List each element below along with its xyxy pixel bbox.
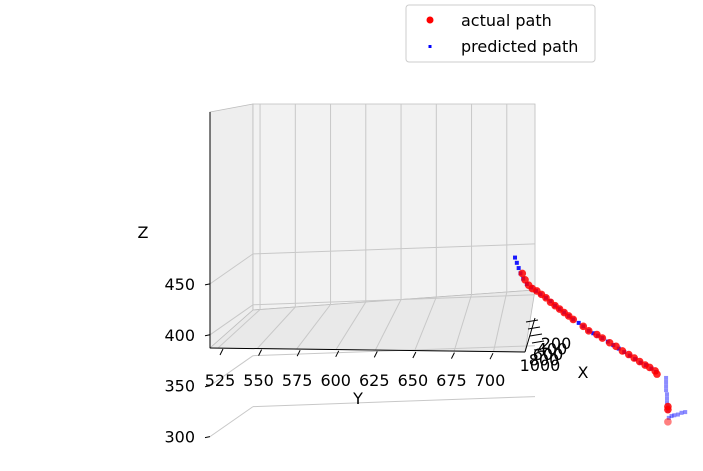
y-tick-label-625: 625 <box>359 371 390 390</box>
actual-point <box>518 269 527 278</box>
z-tick-label-400: 400 <box>164 326 195 345</box>
actual-point <box>664 418 672 426</box>
actual-point <box>653 370 661 378</box>
predicted-point <box>591 331 596 336</box>
y-tick-675 <box>450 352 455 359</box>
y-tick-label-550: 550 <box>243 371 274 390</box>
z-tick-label-350: 350 <box>164 377 195 396</box>
gridline-z-left-300 <box>209 406 254 438</box>
x-tick-label-800: 800 <box>529 351 560 370</box>
x-tick-600 <box>529 333 543 337</box>
y-tick-650 <box>412 351 417 359</box>
gridline-z-450 <box>252 243 536 255</box>
predicted-point <box>675 412 680 417</box>
gridline-z-left-400 <box>209 304 254 336</box>
y-tick-label-525: 525 <box>205 371 236 390</box>
x-tick-400 <box>527 326 541 330</box>
x-tick-1000 <box>533 347 547 351</box>
actual-point <box>664 405 672 414</box>
actual-point <box>579 322 588 331</box>
y-tick-label-650: 650 <box>398 371 429 390</box>
legend-frame <box>405 4 596 63</box>
z-tick-300 <box>204 436 211 439</box>
x-axis-label: X <box>578 363 589 382</box>
actual-point <box>605 338 614 347</box>
y-tick-label-675: 675 <box>436 371 467 390</box>
predicted-point <box>514 260 519 265</box>
actual-point <box>645 363 654 372</box>
y-tick-550 <box>258 349 263 356</box>
floor-gridline-y-600 <box>335 301 367 350</box>
y-tick-575 <box>296 349 301 357</box>
predicted-point <box>664 396 669 401</box>
floor-gridline-y-525 <box>217 309 261 349</box>
actual-point <box>612 342 620 351</box>
y-tick-525 <box>219 348 224 356</box>
floor-gridline-y-650 <box>414 296 437 351</box>
gridline-z-left-450 <box>209 253 254 285</box>
predicted-point <box>664 384 669 389</box>
actual-point <box>584 327 593 335</box>
y-tick-label-600: 600 <box>320 371 351 390</box>
x-tick-label-600: 600 <box>533 345 564 364</box>
actual-point <box>630 354 639 362</box>
x-tick-200 <box>525 319 539 323</box>
back-wall-left <box>209 103 254 349</box>
floor-gridline-y-550 <box>256 306 296 349</box>
predicted-point <box>679 410 684 415</box>
axes <box>209 112 536 353</box>
actual-point <box>593 330 601 339</box>
x-tick-label-400: 400 <box>537 340 568 359</box>
legend: actual path predicted path <box>405 4 596 63</box>
x-tick-label-1000: 1000 <box>520 356 561 375</box>
x-tick-label-200: 200 <box>541 334 572 353</box>
floor-gridline-y-575 <box>296 304 331 350</box>
gridline-z-left-350 <box>209 355 254 387</box>
z-tick-450 <box>204 283 211 286</box>
gridline-z-300 <box>252 396 536 408</box>
floor-gridline-y-675 <box>453 294 473 352</box>
y-axis-label: Y <box>352 389 363 408</box>
y-tick-625 <box>373 351 378 358</box>
actual-point <box>521 275 529 284</box>
z-tick-350 <box>204 385 211 388</box>
gridline-z-400 <box>252 294 536 306</box>
floor-gridline-y-625 <box>374 299 402 351</box>
predicted-point <box>664 400 669 405</box>
predicted-point <box>513 255 518 260</box>
actual-point <box>624 350 633 359</box>
actual-point <box>618 347 627 355</box>
y-tick-600 <box>335 350 340 358</box>
floor-gridline-y-700 <box>493 291 508 352</box>
legend-label-actual: actual path <box>461 11 552 30</box>
predicted-point <box>576 320 581 325</box>
actual-point <box>569 315 578 324</box>
predicted-point <box>669 414 674 419</box>
predicted-point <box>664 380 669 385</box>
actual-point <box>635 357 644 366</box>
y-tick-label-575: 575 <box>282 371 313 390</box>
legend-marker-predicted <box>428 45 432 48</box>
x-tick-800 <box>531 340 545 344</box>
gridlines <box>209 104 536 438</box>
predicted-point <box>516 266 521 271</box>
legend-label-predicted: predicted path <box>461 37 578 56</box>
z-tick-label-300: 300 <box>164 428 195 447</box>
actual-point <box>598 334 607 342</box>
predicted-point <box>666 415 671 420</box>
predicted-point <box>683 410 688 415</box>
y-tick-label-700: 700 <box>475 371 506 390</box>
predicted-point <box>664 388 669 393</box>
z-axis-label: Z <box>138 223 149 242</box>
predicted-point <box>672 413 677 418</box>
x-axis-line <box>524 317 536 353</box>
z-tick-label-450: 450 <box>164 275 195 294</box>
predicted-point <box>664 375 669 380</box>
predicted-point <box>664 392 669 397</box>
z-tick-400 <box>204 334 211 337</box>
legend-marker-actual <box>426 16 434 24</box>
y-tick-700 <box>489 352 494 360</box>
y-axis-line <box>209 347 526 353</box>
